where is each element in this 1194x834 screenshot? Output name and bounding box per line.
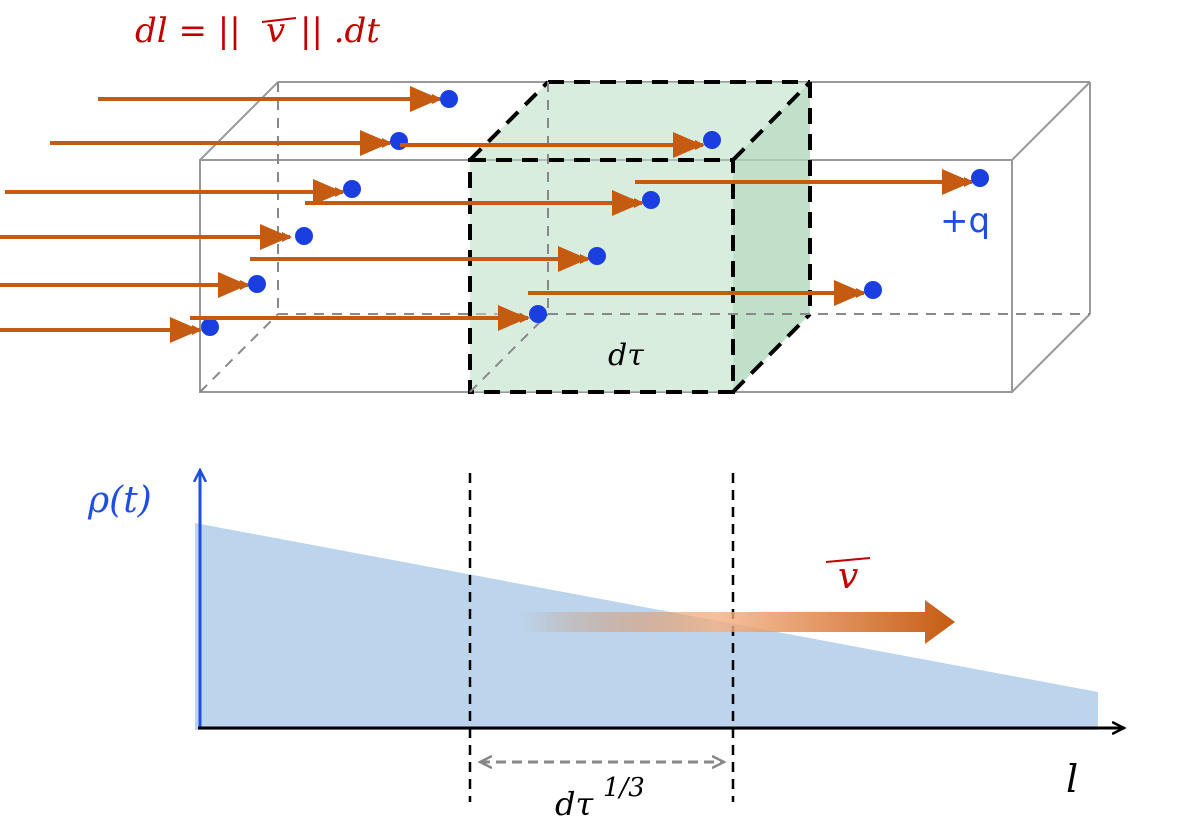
particle-arrow-head: [410, 86, 440, 112]
charge-dot: [703, 131, 721, 149]
charge-dot: [971, 169, 989, 187]
volume-bounds: [468, 473, 735, 802]
particle-arrow-head: [170, 317, 200, 343]
particle-arrow-head: [218, 272, 248, 298]
width-label-exponent: 1/3: [603, 773, 645, 803]
particle-arrow-head: [498, 305, 528, 331]
charge-dot: [201, 318, 219, 336]
charge-label: +q: [940, 201, 990, 241]
charge-dot: [343, 180, 361, 198]
particle-arrow-head: [360, 130, 390, 156]
width-label-base: dτ: [555, 785, 594, 823]
density-axis-label: ρ(t): [87, 480, 152, 521]
formula: dl = || v || .dt: [135, 11, 380, 51]
particle-arrow-head: [313, 179, 343, 205]
charge-dot: [440, 90, 458, 108]
particle-arrow-head: [260, 224, 290, 250]
particles: [0, 86, 989, 343]
volume-cube: [468, 80, 812, 394]
particle-arrow-head: [558, 246, 588, 272]
velocity-vector-arrow: [825, 557, 871, 563]
vector-arrow: [261, 17, 297, 23]
volume-label: dτ: [608, 338, 644, 373]
charge-dot: [295, 227, 313, 245]
velocity-label: v: [838, 556, 858, 597]
charge-dot: [864, 281, 882, 299]
charge-dot: [529, 305, 547, 323]
formula-prefix: dl = ||: [135, 11, 241, 51]
charge-dot: [588, 247, 606, 265]
particle-arrow-head: [673, 132, 703, 158]
formula-vector: v: [266, 11, 285, 51]
velocity-arrow: [520, 600, 955, 644]
length-axis-label: l: [1066, 757, 1078, 801]
formula-suffix: || .dt: [300, 11, 380, 51]
particle-arrow-head: [942, 169, 972, 195]
charge-dot: [248, 275, 266, 293]
particle-arrow-head: [612, 190, 642, 216]
charge-dot: [642, 191, 660, 209]
particle-arrow-head: [834, 280, 864, 306]
charge-dot: [390, 132, 408, 150]
